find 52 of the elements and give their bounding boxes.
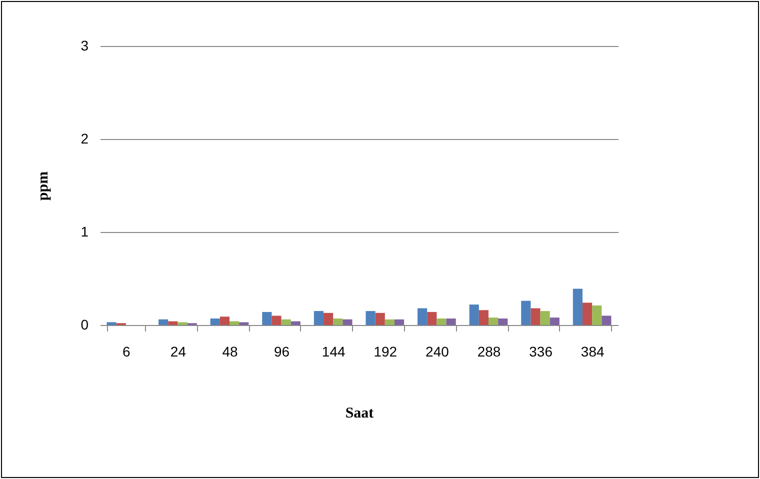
bar: [210, 318, 220, 325]
bar: [488, 318, 498, 325]
x-tick-label: 288: [477, 344, 501, 360]
bar: [572, 288, 583, 325]
y-tick-label: 1: [80, 224, 89, 240]
bar: [158, 319, 168, 325]
bar: [602, 316, 612, 325]
bar: [521, 300, 531, 325]
x-tick-label: 192: [374, 344, 398, 360]
bar: [469, 304, 479, 325]
bar: [333, 318, 343, 325]
bar: [446, 318, 456, 325]
bar: [582, 302, 592, 325]
bar: [394, 319, 404, 325]
bar: [272, 316, 282, 325]
y-tick-label: 2: [80, 130, 89, 146]
bar: [550, 318, 560, 325]
bar: [530, 308, 540, 325]
bar: [384, 319, 394, 325]
bar: [436, 318, 446, 325]
bar: [239, 322, 249, 325]
bar: [478, 310, 488, 325]
x-tick-label: 48: [222, 344, 238, 360]
bar: [498, 318, 508, 325]
bar: [540, 311, 550, 325]
bar: [290, 321, 300, 325]
bar: [106, 322, 116, 325]
bar: [342, 319, 352, 325]
bar: [324, 312, 334, 325]
bar: [168, 321, 178, 325]
x-tick-label: 384: [580, 344, 604, 360]
x-tick-label: 240: [426, 344, 450, 360]
x-axis-title: Saat: [345, 406, 374, 422]
bar: [281, 319, 291, 325]
x-tick-label: 336: [529, 344, 553, 360]
bar: [262, 312, 272, 325]
y-tick-label: 3: [80, 38, 89, 54]
y-tick-label: 0: [80, 316, 89, 332]
bar: [366, 311, 376, 325]
bar: [230, 321, 240, 325]
bar: [178, 322, 188, 325]
bar: [220, 316, 230, 325]
y-axis-title: ppm: [36, 170, 52, 201]
bar: [592, 305, 602, 325]
x-tick-label: 6: [122, 344, 130, 360]
bar: [375, 312, 385, 325]
x-tick-label: 96: [274, 344, 290, 360]
bar: [418, 308, 428, 325]
bar: [427, 312, 437, 325]
bar: [314, 311, 324, 325]
x-tick-label: 24: [170, 344, 186, 360]
x-tick-label: 144: [322, 344, 346, 360]
